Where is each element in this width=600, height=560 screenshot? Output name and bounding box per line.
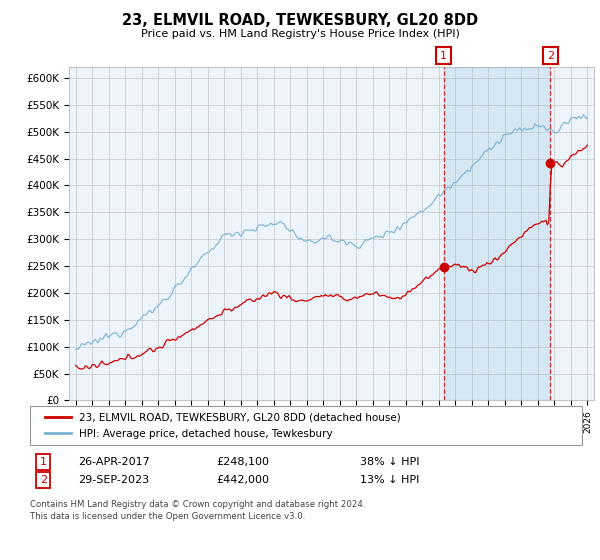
FancyBboxPatch shape (30, 406, 582, 445)
Text: 38% ↓ HPI: 38% ↓ HPI (360, 457, 419, 467)
Text: 26-APR-2017: 26-APR-2017 (78, 457, 150, 467)
Text: 13% ↓ HPI: 13% ↓ HPI (360, 475, 419, 485)
Text: 29-SEP-2023: 29-SEP-2023 (78, 475, 149, 485)
Text: 2: 2 (40, 475, 47, 485)
Text: Contains HM Land Registry data © Crown copyright and database right 2024.
This d: Contains HM Land Registry data © Crown c… (30, 500, 365, 521)
Legend: 23, ELMVIL ROAD, TEWKESBURY, GL20 8DD (detached house), HPI: Average price, deta: 23, ELMVIL ROAD, TEWKESBURY, GL20 8DD (d… (41, 408, 405, 443)
Text: £248,100: £248,100 (216, 457, 269, 467)
Text: £442,000: £442,000 (216, 475, 269, 485)
Text: Price paid vs. HM Land Registry's House Price Index (HPI): Price paid vs. HM Land Registry's House … (140, 29, 460, 39)
Text: 23, ELMVIL ROAD, TEWKESBURY, GL20 8DD: 23, ELMVIL ROAD, TEWKESBURY, GL20 8DD (122, 13, 478, 28)
Bar (444, 67, 550, 400)
Text: 1: 1 (440, 50, 447, 60)
Text: 2: 2 (547, 50, 554, 60)
Text: 1: 1 (40, 457, 47, 467)
